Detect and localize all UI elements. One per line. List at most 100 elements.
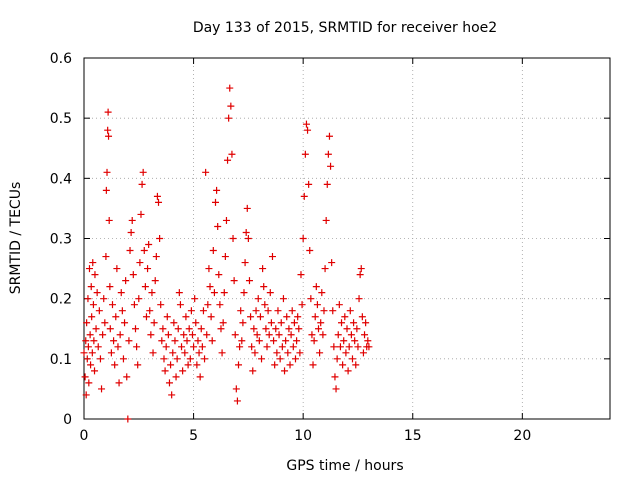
data-point (195, 349, 203, 357)
data-point (159, 325, 167, 333)
data-point (365, 343, 373, 351)
data-point (275, 331, 283, 339)
data-point (268, 253, 276, 261)
data-point (108, 301, 116, 309)
data-point (185, 325, 193, 333)
data-point (336, 343, 344, 351)
data-point (121, 319, 129, 327)
data-point (286, 361, 294, 369)
data-point (89, 301, 97, 309)
data-point (262, 325, 270, 333)
data-point (106, 283, 114, 291)
data-point (81, 373, 89, 381)
data-point (362, 319, 370, 327)
data-point (318, 289, 326, 297)
data-point (300, 192, 308, 200)
data-point (84, 343, 92, 351)
data-point (255, 337, 263, 345)
chart-title: Day 133 of 2015, SRMTID for receiver hoe… (193, 20, 497, 36)
data-point (242, 228, 250, 236)
x-tick-label: 5 (189, 428, 198, 444)
data-point (295, 325, 303, 333)
data-point (85, 265, 93, 273)
data-point (136, 259, 144, 267)
data-point (312, 283, 320, 291)
data-point (80, 349, 88, 357)
data-point (107, 349, 115, 357)
data-point (277, 319, 285, 327)
data-point (265, 331, 273, 339)
data-point (95, 307, 103, 315)
data-point (272, 325, 280, 333)
data-point (260, 283, 268, 291)
data-point (306, 247, 314, 255)
data-point (210, 289, 218, 297)
data-point (321, 265, 329, 273)
x-tick-label: 20 (513, 428, 531, 444)
data-point (149, 349, 157, 357)
data-point (282, 337, 290, 345)
data-point (88, 349, 96, 357)
data-point (328, 259, 336, 267)
data-point (190, 343, 198, 351)
data-point (102, 253, 110, 261)
data-point (179, 367, 187, 375)
data-point (194, 337, 202, 345)
data-point (201, 355, 209, 363)
data-point (126, 247, 134, 255)
data-point (215, 271, 223, 279)
data-point (278, 343, 286, 351)
data-point (162, 343, 170, 351)
data-point (128, 216, 136, 224)
data-point (301, 150, 309, 158)
data-point (90, 337, 98, 345)
data-point (329, 307, 337, 315)
data-point (137, 210, 145, 218)
data-point (140, 247, 148, 255)
data-point (347, 331, 355, 339)
data-point (99, 331, 107, 339)
data-point (87, 361, 95, 369)
data-point (94, 343, 102, 351)
data-point (341, 313, 349, 321)
data-point (87, 283, 95, 291)
data-point (335, 301, 343, 309)
data-point (217, 325, 225, 333)
data-point (89, 259, 97, 267)
data-point (309, 361, 317, 369)
data-point (125, 337, 133, 345)
data-point (327, 162, 335, 170)
data-point (113, 265, 121, 273)
data-point (196, 373, 204, 381)
data-point (105, 132, 113, 140)
y-tick-label: 0.6 (50, 51, 72, 67)
data-point (184, 361, 192, 369)
data-point (290, 319, 298, 327)
data-point (167, 361, 175, 369)
data-point (308, 331, 316, 339)
data-point (252, 307, 260, 315)
data-point (206, 283, 214, 291)
data-point (129, 271, 137, 279)
data-point (232, 385, 240, 393)
data-point (258, 355, 266, 363)
data-point (284, 349, 292, 357)
data-point (174, 325, 182, 333)
data-point (204, 301, 212, 309)
data-point (331, 373, 339, 381)
data-point (354, 343, 362, 351)
data-point (119, 355, 127, 363)
data-point (323, 180, 331, 188)
data-point (142, 313, 150, 321)
data-point (293, 337, 301, 345)
data-point (96, 355, 104, 363)
data-point (118, 307, 126, 315)
data-point (178, 343, 186, 351)
data-point (322, 216, 330, 224)
data-point (161, 367, 169, 375)
data-point (299, 235, 307, 242)
data-point (173, 355, 181, 363)
y-tick-label: 0.5 (50, 111, 72, 127)
data-point (224, 156, 232, 164)
data-point (219, 319, 227, 327)
